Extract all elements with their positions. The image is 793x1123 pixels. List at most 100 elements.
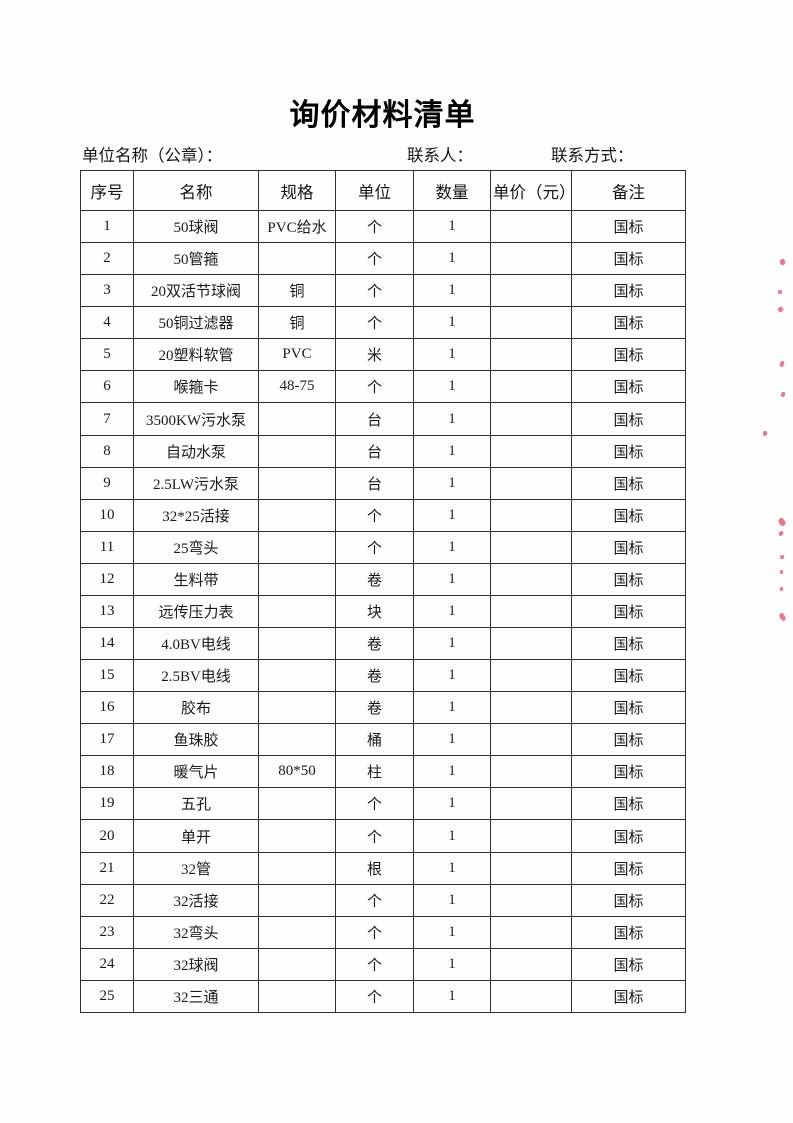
- table-cell: 国标: [571, 723, 686, 757]
- table-row: 4 50铜过滤器铜个 1 国标: [80, 306, 686, 340]
- table-cell: 国标: [571, 370, 686, 404]
- table-cell: 1: [413, 562, 491, 596]
- table-row: 19 五孔 个 1 国标: [80, 787, 686, 821]
- table-cell: 1: [413, 659, 491, 693]
- table-row: 22 32活接 个 1 国标: [80, 883, 686, 917]
- table-row: 21 32管 根 1 国标: [80, 851, 686, 885]
- scan-speck: [781, 392, 785, 397]
- table-cell: 国标: [571, 594, 686, 629]
- table-row: 14 4.0BV电线 卷 1 国标: [80, 627, 686, 661]
- scan-speck: [780, 555, 784, 559]
- table-cell: [490, 594, 572, 629]
- table-cell: [490, 466, 572, 500]
- table-cell: 国标: [571, 979, 686, 1014]
- table-cell: [490, 402, 572, 436]
- table-cell: 10: [80, 498, 134, 532]
- table-cell: 12: [80, 562, 134, 596]
- table-cell: PVC给水: [258, 209, 336, 244]
- table-cell: 个: [335, 979, 414, 1014]
- table-cell: 五孔: [133, 787, 259, 821]
- header-cell-remarks: 备注: [571, 170, 686, 211]
- table-row: 23 32弯头 个 1 国标: [80, 915, 686, 949]
- scan-speck: [779, 258, 786, 266]
- table-cell: 32*25活接: [133, 498, 259, 532]
- table-row: 20 单开 个 1 国标: [80, 819, 686, 853]
- table-cell: 根: [335, 851, 414, 885]
- table-cell: [258, 659, 336, 693]
- table-cell: 国标: [571, 274, 686, 308]
- table-row: 15 2.5BV电线 卷 1 国标: [80, 659, 686, 693]
- scan-speck: [777, 306, 784, 313]
- table-cell: 个: [335, 530, 414, 564]
- table-cell: 1: [413, 466, 491, 500]
- table-cell: 生料带: [133, 562, 259, 596]
- table-cell: 18: [80, 755, 134, 789]
- table-cell: 个: [335, 209, 414, 244]
- table-cell: [258, 242, 336, 276]
- table-cell: 台: [335, 402, 414, 436]
- table-cell: 6: [80, 370, 134, 404]
- table-cell: 国标: [571, 498, 686, 532]
- table-cell: 国标: [571, 819, 686, 853]
- table-cell: 国标: [571, 530, 686, 564]
- table-cell: 1: [413, 242, 491, 276]
- table-cell: [490, 819, 572, 853]
- table-cell: 国标: [571, 338, 686, 372]
- table-cell: 1: [413, 723, 491, 757]
- table-cell: [258, 627, 336, 661]
- table-cell: 1: [413, 338, 491, 372]
- table-cell: 1: [413, 370, 491, 404]
- table-cell: 1: [413, 530, 491, 564]
- table-cell: 1: [413, 402, 491, 436]
- table-cell: 国标: [571, 306, 686, 340]
- table-row: 9 2.5LW污水泵 台 1 国标: [80, 466, 686, 500]
- table-cell: [490, 915, 572, 949]
- table-cell: 个: [335, 947, 414, 981]
- table-cell: [490, 723, 572, 757]
- header-cell-unit: 单位: [335, 170, 414, 211]
- table-cell: [258, 498, 336, 532]
- table-cell: [490, 691, 572, 725]
- table-cell: 鱼珠胶: [133, 723, 259, 757]
- table-cell: 铜: [258, 274, 336, 308]
- table-row: 7 3500KW污水泵 台 1 国标: [80, 402, 686, 436]
- table-cell: 1: [413, 979, 491, 1014]
- table-cell: 1: [413, 274, 491, 308]
- table-cell: 4.0BV电线: [133, 627, 259, 661]
- table-row: 6 喉箍卡 48-75 个 1 国标: [80, 370, 686, 404]
- table-cell: [258, 723, 336, 757]
- meta-line: 单位名称（公章）： 联系人： 联系方式：: [0, 142, 793, 165]
- table-cell: 台: [335, 434, 414, 468]
- table-header: 序号 名称 规格 单位 数量 单价（元） 备注: [80, 170, 686, 211]
- table-cell: 国标: [571, 242, 686, 276]
- table-cell: 8: [80, 434, 134, 468]
- table-cell: 国标: [571, 851, 686, 885]
- table-cell: 国标: [571, 947, 686, 981]
- table-cell: 16: [80, 691, 134, 725]
- table-cell: [490, 434, 572, 468]
- table-cell: 32三通: [133, 979, 259, 1014]
- table-cell: 1: [413, 819, 491, 853]
- table-cell: 台: [335, 466, 414, 500]
- table-cell: 个: [335, 370, 414, 404]
- table-cell: 卷: [335, 562, 414, 596]
- table-cell: [490, 851, 572, 885]
- table-row: 16 胶布 卷 1 国标: [80, 691, 686, 725]
- table-cell: 国标: [571, 562, 686, 596]
- table-cell: [490, 947, 572, 981]
- table-cell: 14: [80, 627, 134, 661]
- header-cell-spec: 规格: [258, 170, 336, 211]
- table-row: 5 20塑料软管 PVC 米 1 国标: [80, 338, 686, 372]
- table-cell: 1: [413, 851, 491, 885]
- table-cell: 1: [413, 209, 491, 244]
- table-cell: 国标: [571, 627, 686, 661]
- table-cell: 25: [80, 979, 134, 1014]
- table-header-row: 序号 名称 规格 单位 数量 单价（元） 备注: [80, 170, 686, 211]
- table-cell: 23: [80, 915, 134, 949]
- table-cell: 个: [335, 819, 414, 853]
- contact-person-label: 联系人：: [407, 146, 473, 165]
- table-cell: 国标: [571, 755, 686, 789]
- table-cell: 个: [335, 498, 414, 532]
- table-cell: 5: [80, 338, 134, 372]
